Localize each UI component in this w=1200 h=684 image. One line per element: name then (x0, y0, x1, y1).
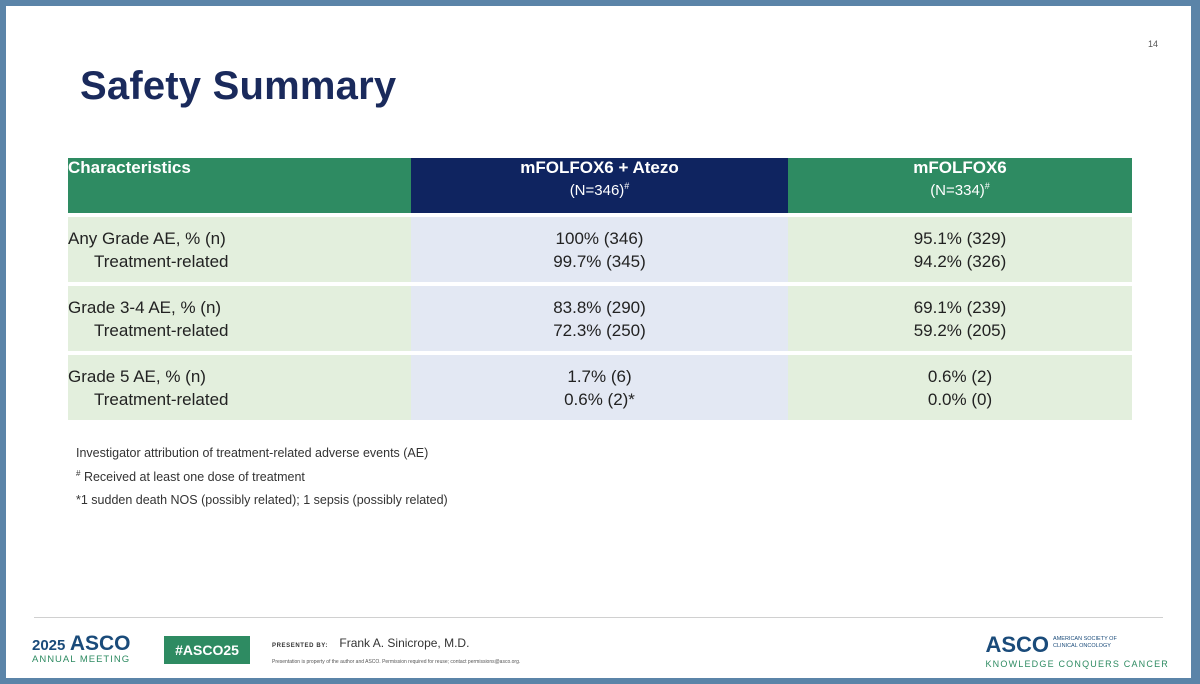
arm1-value: 1.7% (6) (567, 366, 632, 386)
meeting-logo: 2025 ASCO ANNUAL MEETING (32, 632, 131, 665)
arm1-value: 83.8% (290) (553, 297, 646, 317)
arm1-cell: 83.8% (290) 72.3% (250) (411, 282, 788, 353)
header-arm1: mFOLFOX6 + Atezo (N=346)# (411, 158, 788, 215)
table-header-row: Characteristics mFOLFOX6 + Atezo (N=346)… (68, 158, 1132, 215)
meeting-year: 2025 (32, 637, 66, 654)
header-arm1-n: (N=346)# (569, 181, 630, 199)
asco-society-name: AMERICAN SOCIETY OF CLINICAL ONCOLOGY (1053, 636, 1117, 649)
presented-by-label: PRESENTED BY: (272, 643, 329, 649)
row-sublabel: Treatment-related (94, 320, 229, 340)
arm1-subvalue: 0.6% (2)* (564, 389, 635, 409)
footnotes: Investigator attribution of treatment-re… (76, 446, 448, 516)
table-row: Any Grade AE, % (n) Treatment-related 10… (68, 213, 1132, 284)
arm2-cell: 69.1% (239) 59.2% (205) (788, 282, 1132, 353)
arm1-cell: 100% (346) 99.7% (345) (411, 213, 788, 284)
footnote-dose: # Received at least one dose of treatmen… (76, 469, 305, 485)
row-label-cell: Any Grade AE, % (n) Treatment-related (68, 213, 411, 284)
slide: 14 Safety Summary Characteristics mFOLFO… (6, 6, 1191, 678)
table-row: Grade 3-4 AE, % (n) Treatment-related 83… (68, 282, 1132, 353)
arm1-value: 100% (346) (555, 228, 644, 248)
row-label-cell: Grade 3-4 AE, % (n) Treatment-related (68, 282, 411, 353)
asco-tagline: KNOWLEDGE CONQUERS CANCER (985, 659, 1169, 669)
asco-logo: ASCO AMERICAN SOCIETY OF CLINICAL ONCOLOG… (985, 632, 1169, 669)
footnote-attribution: Investigator attribution of treatment-re… (76, 446, 429, 460)
page-number: 14 (1147, 39, 1158, 49)
arm2-value: 0.6% (2) (927, 366, 993, 386)
header-arm1-name: mFOLFOX6 + Atezo (520, 158, 679, 177)
row-label: Grade 3-4 AE, % (n) (68, 297, 222, 317)
row-label: Any Grade AE, % (n) (68, 228, 226, 248)
presenter-line: PRESENTED BY: Frank A. Sinicrope, M.D. (272, 636, 469, 650)
header-arm2: mFOLFOX6 (N=334)# (788, 158, 1132, 215)
arm2-subvalue: 0.0% (0) (927, 389, 993, 409)
disclaimer: Presentation is property of the author a… (272, 659, 521, 665)
row-sublabel: Treatment-related (94, 251, 229, 271)
row-sublabel: Treatment-related (94, 389, 229, 409)
header-characteristics: Characteristics (68, 158, 411, 215)
asco-brand: ASCO (985, 632, 1050, 657)
footnote-death: *1 sudden death NOS (possibly related); … (76, 493, 448, 508)
arm2-value: 69.1% (239) (913, 297, 1007, 317)
hashtag-badge: #ASCO25 (164, 636, 250, 664)
arm1-cell: 1.7% (6) 0.6% (2)* (411, 351, 788, 420)
slide-title: Safety Summary (80, 64, 397, 108)
row-label-cell: Grade 5 AE, % (n) Treatment-related (68, 351, 411, 420)
header-arm2-name: mFOLFOX6 (913, 158, 1007, 177)
meeting-brand: ASCO (69, 632, 131, 655)
row-label: Grade 5 AE, % (n) (68, 366, 206, 386)
arm2-cell: 95.1% (329) 94.2% (326) (788, 213, 1132, 284)
arm1-subvalue: 99.7% (345) (553, 251, 646, 271)
safety-table: Characteristics mFOLFOX6 + Atezo (N=346)… (68, 158, 1132, 420)
arm2-cell: 0.6% (2) 0.0% (0) (788, 351, 1132, 420)
arm1-subvalue: 72.3% (250) (553, 320, 646, 340)
arm2-subvalue: 59.2% (205) (913, 320, 1007, 340)
table-row: Grade 5 AE, % (n) Treatment-related 1.7%… (68, 351, 1132, 420)
meeting-subtitle: ANNUAL MEETING (32, 654, 131, 665)
presenter-name: Frank A. Sinicrope, M.D. (339, 636, 470, 650)
footer-divider (34, 617, 1163, 618)
arm2-subvalue: 94.2% (326) (913, 251, 1007, 271)
arm2-value: 95.1% (329) (913, 228, 1007, 248)
header-arm2-n: (N=334)# (930, 181, 990, 199)
